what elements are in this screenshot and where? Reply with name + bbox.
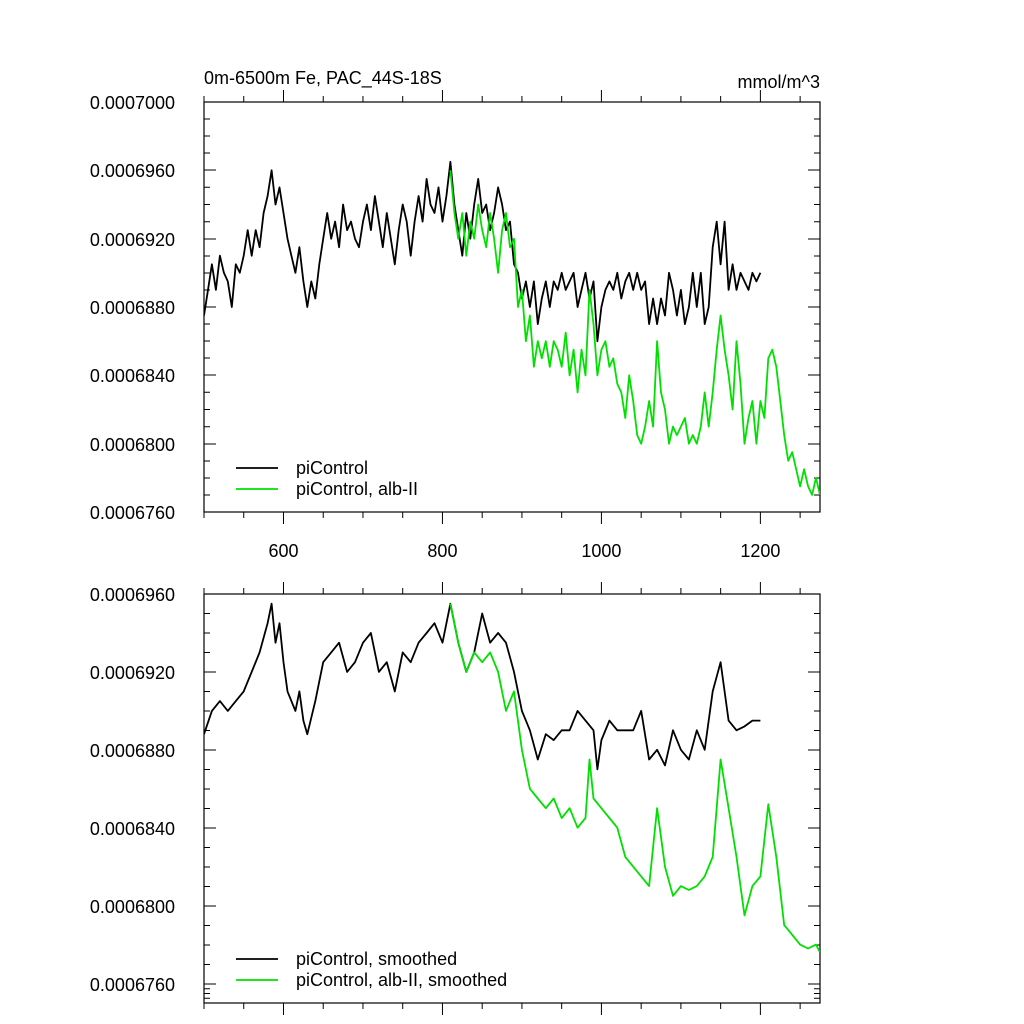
bottom-panel: 0.0006960 0.0006920 0.0006880 0.0006840 0.00… (90, 582, 821, 1015)
y-tick-label: 0.0006840 (90, 366, 175, 386)
series-line-picontrol (204, 160, 762, 343)
y-tick-label: 0.0006880 (90, 741, 175, 761)
plot-frame (203, 593, 821, 1004)
units-label: mmol/m^3 (738, 72, 820, 92)
plot-frame (203, 101, 821, 513)
series-line-picontrol (204, 602, 761, 771)
series-line-picontrol-alb-ii (449, 603, 820, 953)
y-tick-label: 0.0006760 (90, 975, 175, 995)
y-tick-label: 0.0006920 (90, 663, 175, 683)
y-tick-label: 0.0006920 (90, 230, 175, 250)
x-tick-label: 1000 (581, 541, 621, 561)
y-tick-label: 0.0006800 (90, 897, 175, 917)
y-tick-label: 0.0006880 (90, 298, 175, 318)
legend-label: piControl, smoothed (296, 949, 457, 969)
top-panel: 600 800 1000 1200 0.0007000 0.0006960 0.000692… (90, 90, 821, 561)
legend-label: piControl (296, 458, 368, 478)
y-tick-label: 0.0006800 (90, 435, 175, 455)
y-tick-label: 0.0006760 (90, 503, 175, 523)
y-tick-label: 0.0007000 (90, 93, 175, 113)
x-tick-label: 800 (427, 541, 457, 561)
y-tick-label: 0.0006960 (90, 585, 175, 605)
series-line-picontrol-alb-ii (449, 170, 820, 496)
y-tick-label: 0.0006960 (90, 161, 175, 181)
chart-title: 0m-6500m Fe, PAC_44S-18S (204, 68, 442, 89)
legend-label: piControl, alb-II (296, 479, 418, 499)
legend-label: piControl, alb-II, smoothed (296, 970, 507, 990)
x-tick-label: 1200 (740, 541, 780, 561)
y-tick-label: 0.0006840 (90, 819, 175, 839)
x-tick-label: 600 (268, 541, 298, 561)
